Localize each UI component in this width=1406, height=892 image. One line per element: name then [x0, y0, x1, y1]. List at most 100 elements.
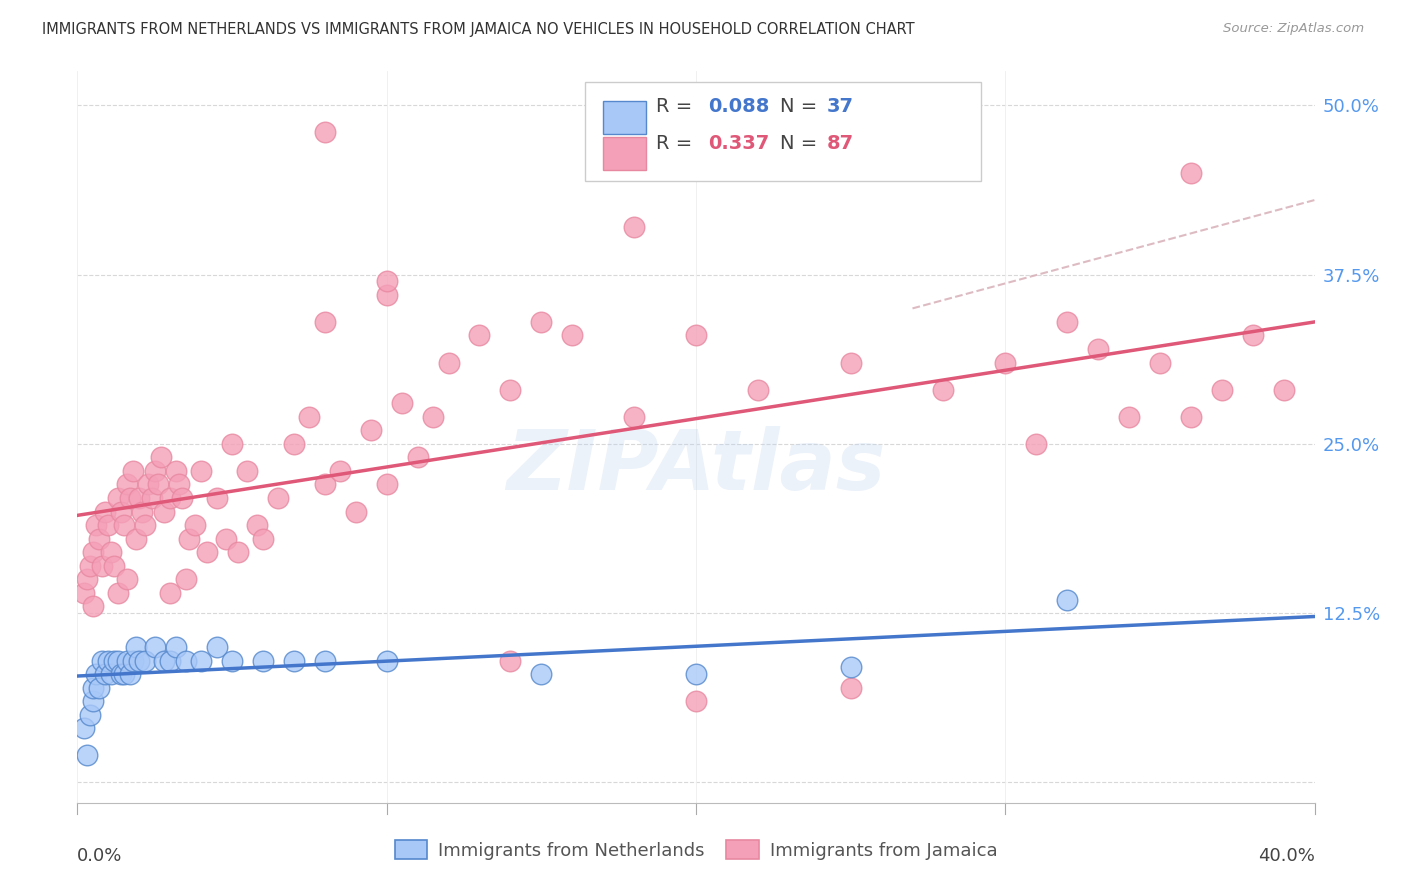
Text: 37: 37 [827, 97, 853, 116]
Point [118, 491, 141, 505]
Text: N =: N = [780, 134, 824, 153]
Point [623, 409, 645, 424]
Point [110, 505, 132, 519]
Point [79, 707, 101, 722]
Point [122, 464, 145, 478]
Point [1025, 437, 1047, 451]
Point [149, 450, 172, 465]
Point [344, 505, 367, 519]
Point [172, 491, 194, 505]
Point [246, 518, 269, 533]
Point [267, 491, 290, 505]
Point [329, 464, 352, 478]
Point [94, 505, 117, 519]
Text: 0.088: 0.088 [709, 97, 769, 116]
Point [283, 437, 305, 451]
Point [221, 654, 243, 668]
Point [153, 505, 176, 519]
Point [165, 640, 187, 654]
Point [122, 654, 145, 668]
FancyBboxPatch shape [585, 82, 980, 181]
Point [283, 654, 305, 668]
Point [177, 532, 200, 546]
Point [128, 654, 150, 668]
Text: R =: R = [657, 97, 699, 116]
Point [994, 355, 1017, 369]
Point [623, 220, 645, 235]
Point [143, 464, 166, 478]
Point [115, 477, 138, 491]
Point [499, 383, 522, 397]
Point [190, 654, 212, 668]
Point [499, 654, 522, 668]
Point [530, 315, 553, 329]
Point [314, 654, 336, 668]
FancyBboxPatch shape [603, 137, 647, 170]
Point [375, 288, 398, 302]
Point [91, 654, 114, 668]
Text: IMMIGRANTS FROM NETHERLANDS VS IMMIGRANTS FROM JAMAICA NO VEHICLES IN HOUSEHOLD : IMMIGRANTS FROM NETHERLANDS VS IMMIGRANT… [42, 22, 915, 37]
Point [839, 355, 862, 369]
Point [685, 694, 707, 708]
Point [159, 654, 181, 668]
Point [112, 518, 135, 533]
Point [165, 464, 187, 478]
Point [134, 654, 156, 668]
Point [1149, 355, 1171, 369]
Point [561, 328, 583, 343]
Point [190, 464, 212, 478]
Point [79, 558, 101, 573]
Point [437, 355, 460, 369]
Point [406, 450, 429, 465]
Point [252, 532, 274, 546]
Text: Source: ZipAtlas.com: Source: ZipAtlas.com [1223, 22, 1364, 36]
Point [375, 274, 398, 288]
Point [118, 667, 141, 681]
Point [134, 518, 156, 533]
Text: ZIPAtlas: ZIPAtlas [506, 425, 886, 507]
Point [174, 654, 197, 668]
Point [839, 660, 862, 674]
Point [375, 654, 398, 668]
Point [530, 667, 553, 681]
Point [159, 586, 181, 600]
Point [103, 654, 125, 668]
Point [314, 477, 336, 491]
Point [82, 599, 104, 614]
Point [107, 491, 129, 505]
Point [87, 681, 110, 695]
Point [360, 423, 382, 437]
Point [143, 640, 166, 654]
Point [1056, 592, 1078, 607]
Point [932, 383, 955, 397]
Point [72, 721, 94, 735]
Text: 0.0%: 0.0% [77, 847, 122, 864]
Point [174, 572, 197, 586]
Point [84, 667, 107, 681]
Point [184, 518, 207, 533]
Point [1241, 328, 1264, 343]
Point [1180, 166, 1202, 180]
Point [685, 667, 707, 681]
Point [110, 667, 132, 681]
Text: R =: R = [657, 134, 699, 153]
Point [391, 396, 413, 410]
Point [146, 477, 169, 491]
Point [82, 694, 104, 708]
Point [100, 667, 122, 681]
Point [1056, 315, 1078, 329]
Point [128, 491, 150, 505]
Point [252, 654, 274, 668]
Point [94, 667, 117, 681]
Point [298, 409, 321, 424]
Point [314, 125, 336, 139]
Point [195, 545, 218, 559]
Point [91, 558, 114, 573]
Point [1087, 342, 1109, 356]
Point [138, 477, 160, 491]
Point [236, 464, 259, 478]
Point [422, 409, 444, 424]
Point [100, 545, 122, 559]
Point [1211, 383, 1233, 397]
Point [72, 586, 94, 600]
